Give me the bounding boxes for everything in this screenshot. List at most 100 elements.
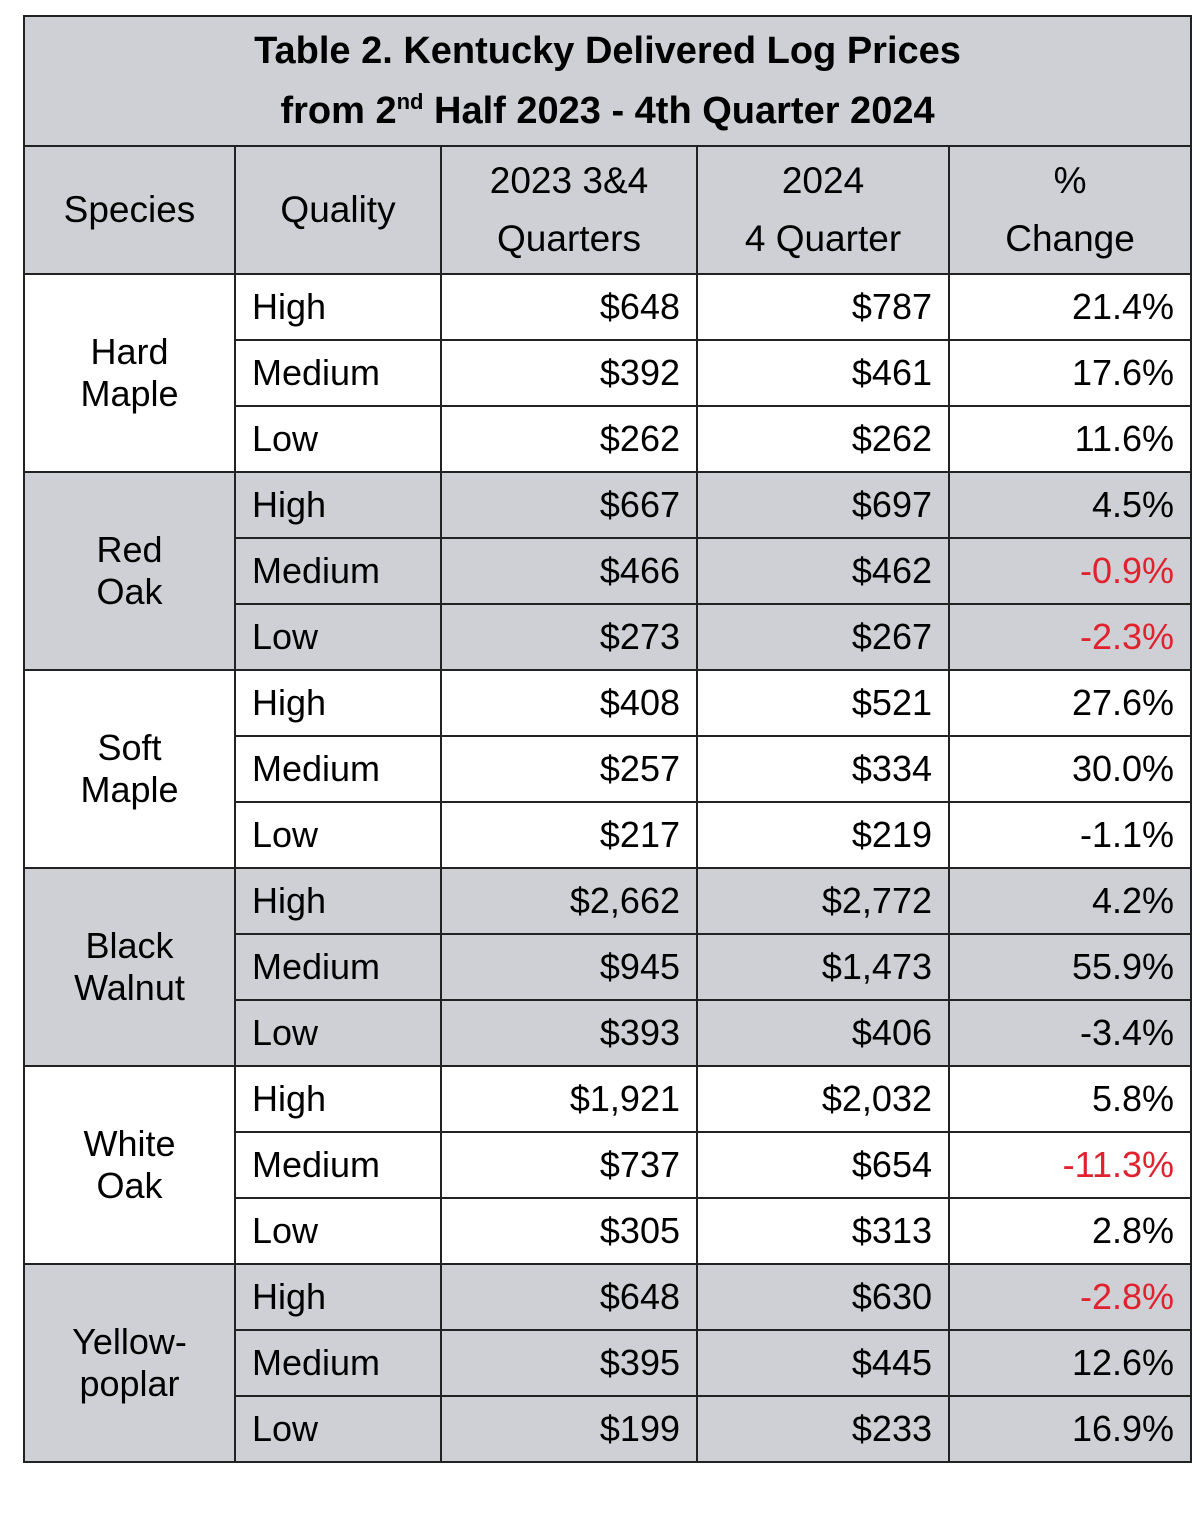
change-cell: 4.5% xyxy=(947,471,1193,539)
species-cell: Black Walnut xyxy=(23,867,236,1067)
title-text: Half 2023 - 4th Quarter 2024 xyxy=(423,90,935,132)
data-row: Low $262 $262 11.6% xyxy=(24,405,1193,473)
column-header: 2023 3&4 Quarters xyxy=(440,145,698,275)
header-line: 2023 3&4 xyxy=(489,160,649,201)
quality-cell: High xyxy=(234,1065,442,1133)
change-cell: -1.1% xyxy=(947,801,1193,869)
price-cell: $787 xyxy=(696,273,950,341)
data-row: Yellow-poplar High $648 $630 -2.8% xyxy=(23,1263,1193,1463)
price-cell: $461 xyxy=(696,339,950,407)
species-line: Oak xyxy=(96,1165,163,1206)
price-cell: $273 xyxy=(440,603,698,671)
price-cell: $217 xyxy=(440,801,698,869)
price-cell: $648 xyxy=(440,273,698,341)
change-cell: -2.8% xyxy=(947,1263,1193,1331)
change-cell: -2.3% xyxy=(947,603,1193,671)
title-line: Table 2. Kentucky Delivered Log Prices xyxy=(254,30,961,72)
title-superscript: nd xyxy=(396,89,424,114)
header-line: Change xyxy=(1005,218,1135,259)
data-row: Low $305 $313 2.8% xyxy=(24,1197,1193,1265)
change-cell: 4.2% xyxy=(947,867,1193,935)
price-cell: $654 xyxy=(696,1131,950,1199)
price-cell: $267 xyxy=(696,603,950,671)
price-cell: $466 xyxy=(440,537,698,605)
species-line: White xyxy=(83,1123,176,1164)
quality-cell: Low xyxy=(234,999,442,1067)
price-cell: $945 xyxy=(440,933,698,1001)
data-row: Low $393 $406 -3.4% xyxy=(24,999,1193,1067)
price-cell: $395 xyxy=(440,1329,698,1397)
data-row: Low $273 $267 -2.3% xyxy=(24,603,1193,671)
species-line: Red xyxy=(96,529,163,570)
price-cell: $334 xyxy=(696,735,950,803)
price-cell: $406 xyxy=(696,999,950,1067)
price-cell: $233 xyxy=(696,1395,950,1463)
price-cell: $219 xyxy=(696,801,950,869)
species-cell: Soft Maple xyxy=(23,669,236,869)
price-cell: $199 xyxy=(440,1395,698,1463)
quality-cell: Medium xyxy=(234,1131,442,1199)
species-line: Yellow- xyxy=(72,1321,187,1362)
table-title: Table 2. Kentucky Delivered Log Prices f… xyxy=(22,15,1193,147)
quality-cell: Medium xyxy=(234,1329,442,1397)
header-row: Species Quality 2023 3&4 Quarters 2024 4 Quar… xyxy=(23,145,1193,275)
price-cell: $262 xyxy=(696,405,950,473)
species-cell: White Oak xyxy=(23,1065,236,1265)
header-line: 4 Quarter xyxy=(744,218,902,259)
price-cell: $737 xyxy=(440,1131,698,1199)
price-cell: $445 xyxy=(696,1329,950,1397)
species-line: poplar xyxy=(79,1363,180,1404)
data-row: Medium $945 $1,473 55.9% xyxy=(24,933,1193,1001)
price-cell: $262 xyxy=(440,405,698,473)
price-cell: $257 xyxy=(440,735,698,803)
change-cell: 17.6% xyxy=(947,339,1193,407)
data-row: Low $199 $233 16.9% xyxy=(24,1395,1193,1463)
change-cell: 5.8% xyxy=(947,1065,1193,1133)
data-row: Red Oak High $667 $697 4.5% xyxy=(23,471,1193,671)
change-cell: 2.8% xyxy=(947,1197,1193,1265)
species-cell: Red Oak xyxy=(23,471,236,671)
data-row: Soft Maple High $408 $521 27.6% xyxy=(23,669,1193,869)
change-cell: -3.4% xyxy=(947,999,1193,1067)
species-cell: Hard Maple xyxy=(23,273,236,473)
change-cell: 27.6% xyxy=(947,669,1193,737)
header-line: Quality xyxy=(280,189,396,230)
price-cell: $313 xyxy=(696,1197,950,1265)
price-cell: $462 xyxy=(696,537,950,605)
header-line: 2024 xyxy=(781,160,865,201)
change-cell: 16.9% xyxy=(947,1395,1193,1463)
price-cell: $521 xyxy=(696,669,950,737)
quality-cell: Medium xyxy=(234,933,442,1001)
quality-cell: High xyxy=(234,1263,442,1331)
column-header: Species xyxy=(23,145,236,275)
price-cell: $648 xyxy=(440,1263,698,1331)
price-cell: $392 xyxy=(440,339,698,407)
quality-cell: Medium xyxy=(234,339,442,407)
title-line: from 2nd Half 2023 - 4th Quarter 2024 xyxy=(25,81,1190,141)
data-row: White Oak High $1,921 $2,032 5.8% xyxy=(23,1065,1193,1265)
quality-cell: Low xyxy=(234,1197,442,1265)
price-cell: $408 xyxy=(440,669,698,737)
species-cell: Yellow-poplar xyxy=(23,1263,236,1463)
data-row: Medium $466 $462 -0.9% xyxy=(24,537,1193,605)
data-row: Medium $392 $461 17.6% xyxy=(24,339,1193,407)
quality-cell: High xyxy=(234,867,442,935)
header-line: Quarters xyxy=(497,218,641,259)
species-line: Hard xyxy=(90,331,169,372)
data-row: Medium $737 $654 -11.3% xyxy=(24,1131,1193,1199)
species-line: Walnut xyxy=(74,967,185,1008)
change-cell: 12.6% xyxy=(947,1329,1193,1397)
price-cell: $1,921 xyxy=(440,1065,698,1133)
species-line: Maple xyxy=(80,373,179,414)
header-line: Species xyxy=(63,189,196,230)
column-header: % Change xyxy=(947,145,1193,275)
species-line: Soft xyxy=(97,727,162,768)
change-cell: 11.6% xyxy=(947,405,1193,473)
data-row: Black Walnut High $2,662 $2,772 4.2% xyxy=(23,867,1193,1067)
data-row: Medium $257 $334 30.0% xyxy=(24,735,1193,803)
data-row: Low $217 $219 -1.1% xyxy=(24,801,1193,869)
change-cell: -11.3% xyxy=(947,1131,1193,1199)
column-header: 2024 4 Quarter xyxy=(696,145,950,275)
quality-cell: Low xyxy=(234,1395,442,1463)
title-text: from 2 xyxy=(280,90,397,132)
